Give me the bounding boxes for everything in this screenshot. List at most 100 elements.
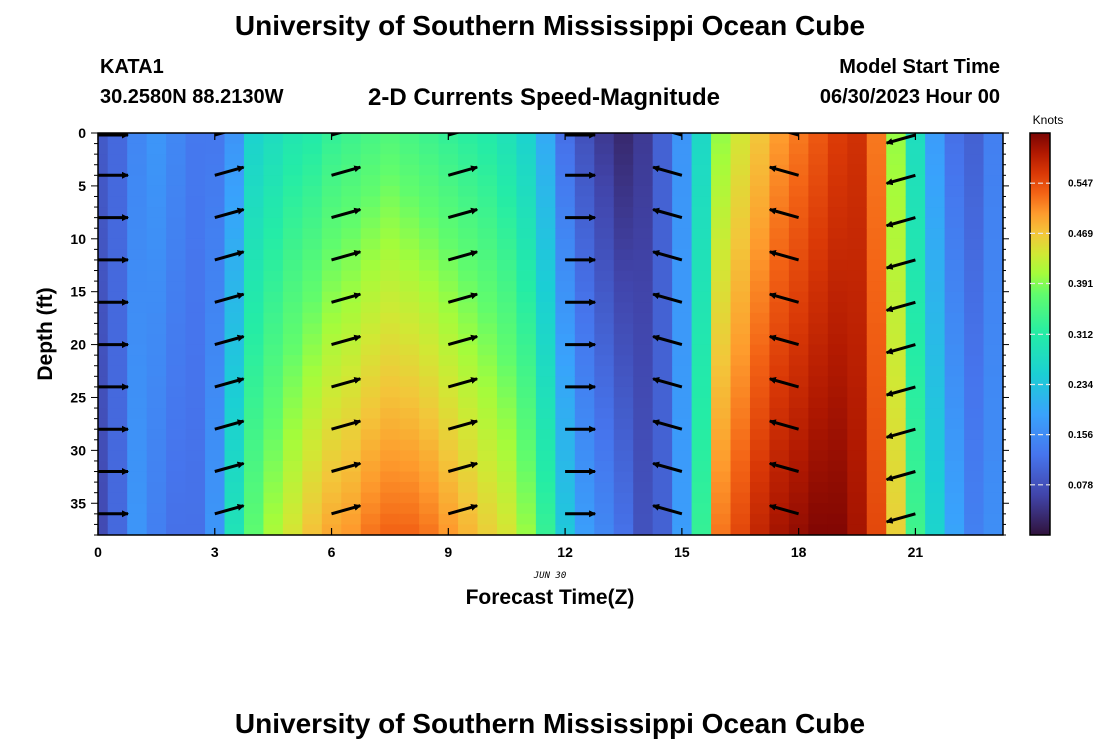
- heatmap-cell: [730, 365, 751, 377]
- heatmap-cell: [730, 196, 751, 208]
- heatmap-cell: [341, 524, 362, 535]
- heatmap-cell: [769, 143, 790, 155]
- heatmap-cell: [808, 408, 829, 420]
- heatmap-cell: [574, 175, 595, 187]
- heatmap-cell: [146, 408, 167, 420]
- heatmap-cell: [886, 154, 907, 166]
- heatmap-cell: [749, 270, 771, 282]
- heatmap-cell: [166, 302, 187, 314]
- heatmap-cell: [827, 408, 848, 420]
- heatmap-cell: [983, 492, 1003, 504]
- heatmap-cell: [380, 217, 401, 229]
- heatmap-cell: [127, 376, 148, 388]
- heatmap-cell: [302, 408, 323, 420]
- heatmap-cell: [166, 429, 187, 441]
- heatmap-cell: [886, 238, 907, 250]
- heatmap-cell: [146, 133, 167, 145]
- heatmap-cell: [185, 217, 206, 229]
- heatmap-cell: [769, 312, 790, 325]
- heatmap-cell: [633, 524, 654, 535]
- current-vector-arrow: [885, 385, 916, 397]
- heatmap-cell: [438, 217, 459, 229]
- heatmap-cell: [146, 450, 167, 462]
- heatmap-cell: [419, 238, 440, 250]
- heatmap-cell: [399, 196, 420, 208]
- heatmap-cell: [749, 334, 771, 346]
- heatmap-cell: [166, 249, 187, 261]
- heatmap-cell: [127, 355, 148, 367]
- heatmap-cell: [419, 376, 440, 388]
- heatmap-cell: [419, 482, 440, 494]
- heatmap-cell: [419, 503, 440, 515]
- heatmap-cell: [224, 524, 245, 535]
- heatmap-cell: [185, 302, 206, 314]
- heatmap-cell: [243, 418, 265, 430]
- heatmap-cell: [496, 312, 518, 325]
- heatmap-cell: [925, 185, 946, 198]
- heatmap-cell: [185, 185, 206, 198]
- heatmap-cell: [321, 217, 342, 229]
- heatmap-cell: [594, 164, 615, 176]
- heatmap-cell: [243, 154, 265, 166]
- heatmap-cell: [341, 312, 362, 325]
- heatmap-cell: [535, 143, 556, 155]
- heatmap-cell: [769, 133, 790, 145]
- heatmap-cell: [146, 270, 167, 282]
- heatmap-cell: [98, 471, 109, 483]
- heatmap-cell: [574, 196, 595, 208]
- heatmap-cell: [555, 196, 576, 208]
- heatmap-cell: [321, 503, 342, 515]
- heatmap-cell: [788, 397, 809, 409]
- heatmap-cell: [107, 397, 128, 409]
- heatmap-cell: [360, 175, 381, 187]
- heatmap-cell: [711, 471, 732, 483]
- heatmap-cell: [652, 450, 673, 462]
- heatmap-cell: [243, 175, 265, 187]
- heatmap-cell: [107, 185, 128, 198]
- heatmap-cell: [613, 133, 634, 145]
- heatmap-cell: [535, 460, 556, 473]
- heatmap-cell: [613, 270, 634, 282]
- heatmap-cell: [107, 429, 128, 441]
- colorbar-tick-label: 0.391: [1068, 279, 1093, 290]
- heatmap-cell: [107, 460, 128, 473]
- current-vector-arrow: [331, 250, 362, 262]
- heatmap-cell: [866, 492, 887, 504]
- heatmap-cell: [652, 238, 673, 250]
- heatmap-cell: [341, 270, 362, 282]
- heatmap-cell: [360, 450, 381, 462]
- y-axis-title: Depth (ft): [34, 287, 57, 380]
- heatmap-cell: [263, 376, 284, 388]
- heatmap-cell: [360, 365, 381, 377]
- heatmap-cell: [185, 164, 206, 176]
- heatmap-cell: [788, 323, 809, 335]
- heatmap-cell: [205, 503, 226, 515]
- heatmap-cell: [730, 492, 751, 504]
- heatmap-cell: [964, 513, 985, 526]
- heatmap-cell: [905, 323, 926, 335]
- heatmap-cell: [652, 281, 673, 293]
- heatmap-cell: [672, 175, 693, 187]
- heatmap-cell: [944, 196, 965, 208]
- heatmap-cell: [905, 334, 926, 346]
- heatmap-cell: [477, 524, 498, 535]
- heatmap-cell: [983, 418, 1003, 430]
- heatmap-cell: [360, 312, 381, 325]
- station-coordinates: 30.2580N 88.2130W: [100, 86, 284, 108]
- heatmap-cell: [98, 386, 109, 399]
- heatmap-cell: [127, 281, 148, 293]
- heatmap-cell: [711, 270, 732, 282]
- current-vector-arrow: [885, 427, 916, 440]
- heatmap-cell: [302, 513, 323, 526]
- heatmap-cell: [205, 408, 226, 420]
- heatmap-cell: [964, 133, 985, 145]
- heatmap-cell: [516, 249, 537, 261]
- heatmap-cell: [983, 386, 1003, 399]
- heatmap-cell: [905, 418, 926, 430]
- heatmap-cell: [788, 270, 809, 282]
- heatmap-cell: [535, 376, 556, 388]
- heatmap-cell: [691, 355, 712, 367]
- heatmap-cell: [847, 513, 868, 526]
- heatmap-cell: [730, 386, 751, 399]
- heatmap-cell: [633, 175, 654, 187]
